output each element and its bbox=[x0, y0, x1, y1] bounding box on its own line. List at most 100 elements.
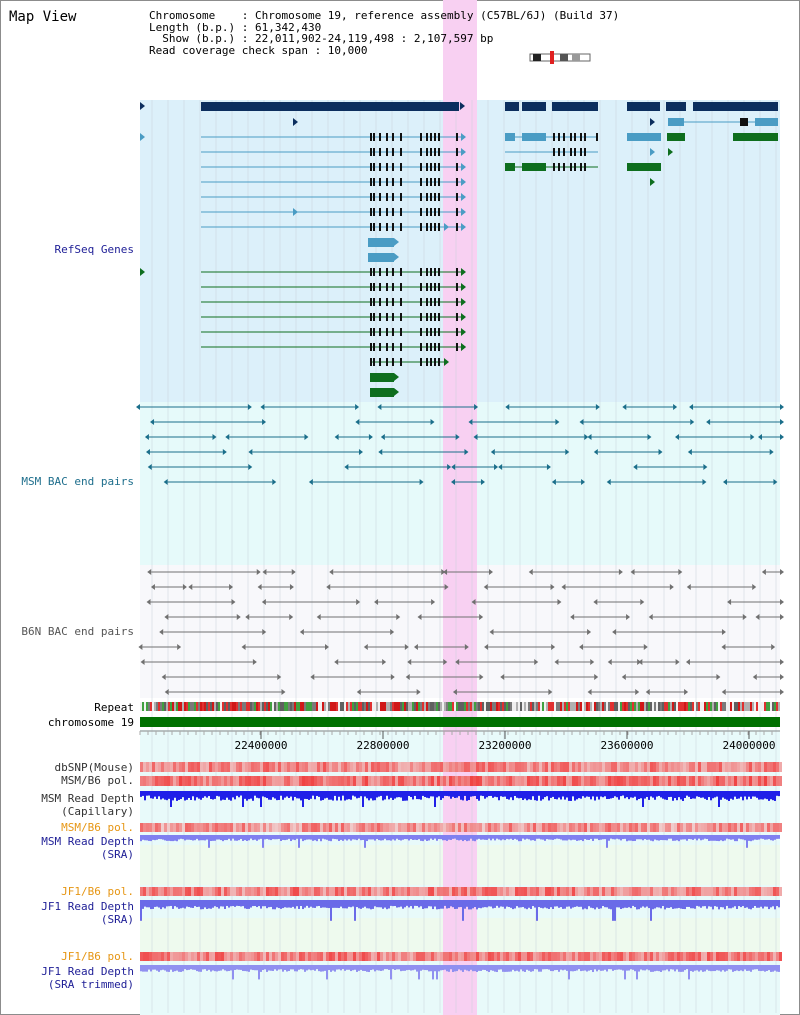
msm-bac-label[interactable]: MSM BAC end pairs bbox=[21, 475, 134, 488]
repeat-feature bbox=[764, 702, 766, 711]
jf1-b6-pol-heat bbox=[464, 887, 467, 896]
msm-read-depth-capillary bbox=[208, 791, 210, 797]
repeat-feature bbox=[442, 702, 444, 711]
msm-b6-pol-sra-heat bbox=[659, 823, 662, 832]
jf1-read-depth-sra bbox=[158, 900, 160, 908]
msm-read-depth-sra bbox=[496, 835, 498, 839]
jf1-b6-pol-trim-heat bbox=[395, 952, 398, 961]
msm-b6-pol-heat bbox=[182, 776, 185, 786]
dbsnp-heat bbox=[419, 762, 422, 772]
jf1-read-depth-trimmed bbox=[486, 965, 488, 972]
msm-b6-pol-heat bbox=[752, 776, 755, 786]
exon bbox=[400, 178, 402, 186]
jf1-b6-pol-heat bbox=[725, 887, 728, 896]
jf1-read-depth-trimmed bbox=[506, 965, 508, 972]
jf1-read-depth-trimmed bbox=[324, 965, 326, 971]
exon bbox=[379, 268, 381, 276]
jf1-read-depth-trimmed bbox=[428, 965, 430, 972]
msm-b6-pol-sra-heat bbox=[296, 823, 299, 832]
exon bbox=[370, 358, 372, 366]
repeat-feature bbox=[714, 702, 716, 711]
jf1-read-depth-trimmed bbox=[148, 965, 150, 970]
msm-read-depth-sra bbox=[308, 835, 310, 840]
msm-read-depth-capillary bbox=[668, 791, 670, 798]
b6n-bac-label[interactable]: B6N BAC end pairs bbox=[21, 625, 134, 638]
jf1-b6-pol-trim-heat bbox=[383, 952, 386, 961]
msm-read-depth-sra bbox=[284, 835, 286, 841]
jf1-read-depth-trimmed bbox=[574, 965, 576, 972]
msm-b6-pol-heat bbox=[563, 776, 566, 786]
msm-read-depth-capillary-sub: (Capillary) bbox=[61, 805, 134, 818]
jf1-b6-pol-heat bbox=[581, 887, 584, 896]
msm-b6-pol-heat bbox=[398, 776, 401, 786]
msm-b6-pol-sra-heat bbox=[209, 823, 212, 832]
jf1-read-depth-sra bbox=[252, 900, 254, 907]
repeat-feature bbox=[708, 702, 710, 711]
msm-b6-pol-sra-heat bbox=[695, 823, 698, 832]
jf1-read-depth-sra bbox=[598, 900, 600, 909]
jf1-read-depth-sra bbox=[228, 900, 230, 908]
jf1-b6-pol-heat bbox=[593, 887, 596, 896]
msm-read-depth-capillary bbox=[674, 791, 676, 799]
repeat-feature bbox=[546, 702, 548, 711]
jf1-read-depth-trimmed bbox=[196, 965, 198, 972]
repeat-feature bbox=[742, 702, 744, 711]
jf1-read-depth-trimmed bbox=[300, 965, 302, 970]
jf1-b6-pol-trim-heat bbox=[221, 952, 224, 961]
repeat-feature bbox=[336, 702, 338, 711]
jf1-b6-pol-heat bbox=[320, 887, 323, 896]
msm-read-depth-sra bbox=[480, 835, 482, 840]
jf1-b6-pol-heat bbox=[266, 887, 269, 896]
jf1-read-depth-sra bbox=[476, 900, 478, 910]
jf1-read-depth-sra bbox=[690, 900, 692, 909]
msm-b6-pol-sra-heat bbox=[683, 823, 686, 832]
jf1-b6-pol-trim-heat bbox=[257, 952, 260, 961]
length-line: Length (b.p.) : 61,342,430 bbox=[149, 20, 322, 34]
jf1-read-depth-trimmed bbox=[442, 965, 444, 971]
repeat-feature bbox=[288, 702, 290, 711]
msm-b6-pol-heat bbox=[731, 776, 734, 786]
msm-read-depth-sra bbox=[618, 835, 620, 840]
repeat-feature bbox=[306, 702, 308, 711]
msm-read-depth-capillary bbox=[772, 791, 774, 801]
msm-b6-pol-heat bbox=[251, 776, 254, 786]
repeat-feature bbox=[532, 702, 534, 711]
jf1-b6-pol-trim-heat bbox=[524, 952, 527, 961]
exon bbox=[430, 193, 432, 201]
msm-read-depth-capillary bbox=[226, 791, 228, 798]
jf1-b6-pol-heat bbox=[152, 887, 155, 896]
jf1-read-depth-sra bbox=[312, 900, 314, 908]
msm-read-depth-capillary bbox=[502, 791, 504, 797]
jf1-read-depth-trimmed bbox=[504, 965, 506, 972]
repeat-feature bbox=[180, 702, 182, 711]
msm-b6-pol-heat bbox=[158, 776, 161, 786]
refseq-genes-label[interactable]: RefSeq Genes bbox=[54, 243, 134, 256]
jf1-read-depth-sra bbox=[148, 900, 150, 908]
jf1-read-depth-sra bbox=[156, 900, 158, 907]
msm-read-depth-capillary bbox=[600, 791, 602, 797]
msm-read-depth-capillary bbox=[664, 791, 666, 800]
exon bbox=[379, 298, 381, 306]
jf1-read-depth-trimmed bbox=[180, 965, 182, 972]
bac-end-marker bbox=[363, 644, 368, 650]
dbsnp-heat bbox=[479, 762, 482, 772]
jf1-b6-pol-trim-heat bbox=[188, 952, 191, 961]
jf1-read-depth-trimmed bbox=[192, 965, 194, 970]
repeat-feature bbox=[530, 702, 532, 711]
exon bbox=[558, 163, 560, 171]
jf1-read-depth-trimmed bbox=[614, 965, 616, 970]
msm-read-depth-sra bbox=[754, 835, 756, 840]
exon bbox=[373, 148, 375, 156]
jf1-read-depth-trimmed bbox=[696, 965, 698, 971]
repeat-feature bbox=[152, 702, 154, 711]
msm-b6-pol-sra-heat bbox=[734, 823, 737, 832]
msm-read-depth-sra bbox=[360, 835, 362, 841]
msm-b6-pol-sra-heat bbox=[752, 823, 755, 832]
dbsnp-heat bbox=[287, 762, 290, 772]
msm-read-depth-sra bbox=[508, 835, 510, 840]
jf1-b6-pol-heat bbox=[515, 887, 518, 896]
jf1-b6-pol-trim-heat bbox=[485, 952, 488, 961]
jf1-b6-pol-trim-heat bbox=[542, 952, 545, 961]
dbsnp-heat bbox=[188, 762, 191, 772]
